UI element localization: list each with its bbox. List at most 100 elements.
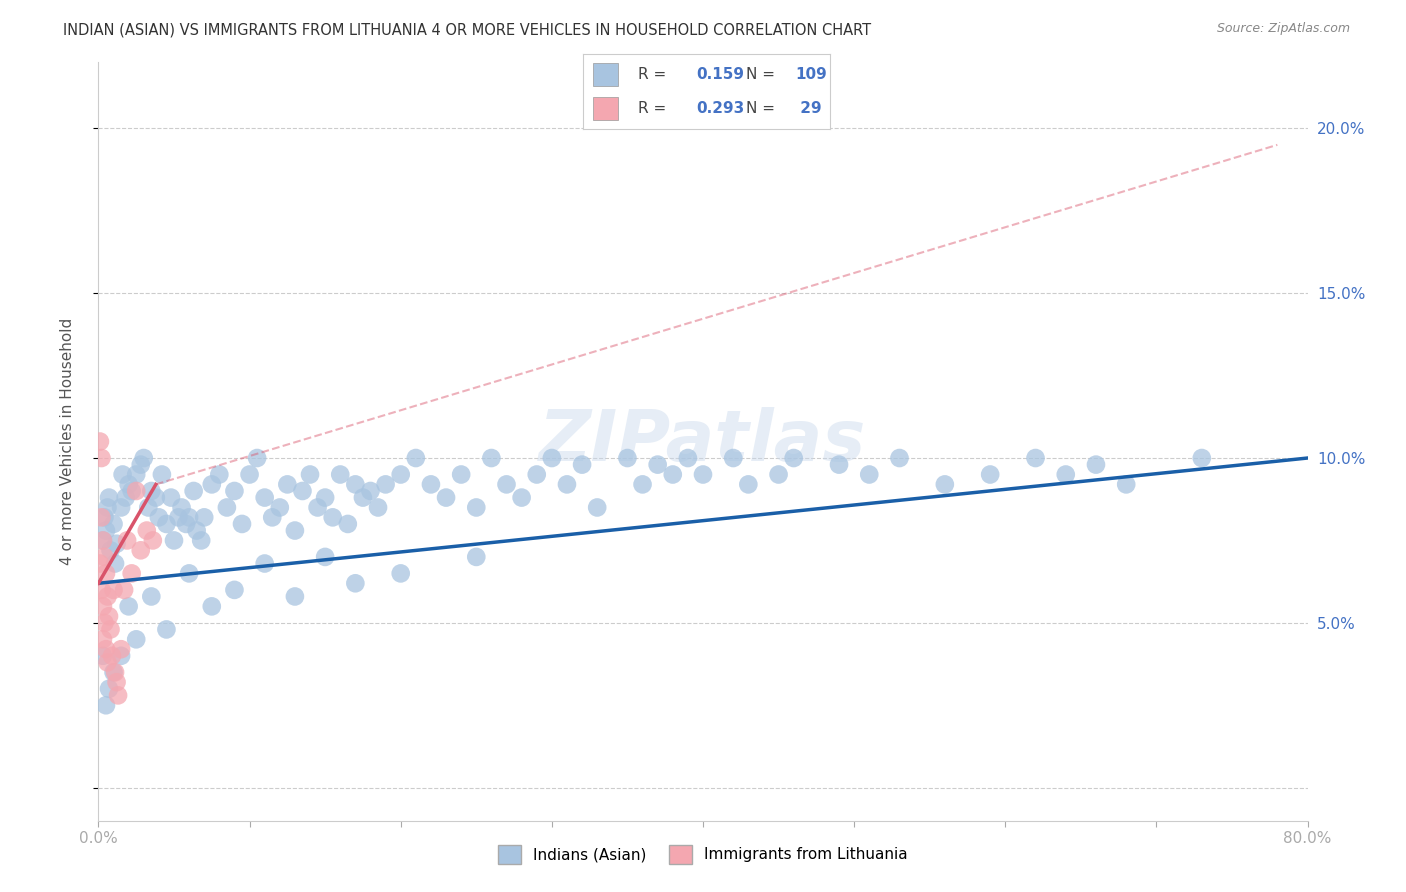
Point bbox=[115, 533, 138, 548]
Point bbox=[98, 609, 121, 624]
Point bbox=[98, 491, 121, 505]
Point bbox=[1191, 450, 1213, 465]
Point bbox=[107, 689, 129, 703]
Point bbox=[322, 510, 344, 524]
Point bbox=[1085, 458, 1108, 472]
Text: Source: ZipAtlas.com: Source: ZipAtlas.com bbox=[1216, 22, 1350, 36]
Point bbox=[352, 491, 374, 505]
Text: R =: R = bbox=[638, 102, 671, 116]
Point bbox=[979, 467, 1001, 482]
Point bbox=[105, 537, 128, 551]
Point bbox=[90, 510, 112, 524]
Point bbox=[934, 477, 956, 491]
Point bbox=[284, 590, 307, 604]
Point bbox=[125, 467, 148, 482]
Point bbox=[93, 615, 115, 630]
Point bbox=[142, 533, 165, 548]
Point bbox=[90, 582, 112, 597]
Point bbox=[450, 467, 472, 482]
Point bbox=[586, 500, 609, 515]
Point bbox=[179, 566, 201, 581]
Point bbox=[125, 483, 148, 498]
Point bbox=[186, 524, 208, 538]
Point bbox=[101, 648, 124, 663]
Point bbox=[284, 524, 307, 538]
Point bbox=[344, 477, 367, 491]
Point bbox=[155, 516, 177, 531]
Point bbox=[150, 467, 173, 482]
Point bbox=[93, 549, 115, 564]
Point bbox=[129, 458, 152, 472]
Point bbox=[104, 557, 127, 571]
Point bbox=[125, 632, 148, 647]
Point bbox=[555, 477, 578, 491]
Point bbox=[111, 467, 134, 482]
Point bbox=[118, 599, 141, 614]
Point bbox=[93, 510, 115, 524]
Point bbox=[91, 599, 114, 614]
Point bbox=[129, 543, 152, 558]
Point bbox=[155, 623, 177, 637]
Text: 109: 109 bbox=[796, 67, 827, 82]
Point bbox=[104, 665, 127, 680]
Point bbox=[224, 582, 246, 597]
Text: 0.293: 0.293 bbox=[697, 102, 745, 116]
Point bbox=[224, 483, 246, 498]
Point bbox=[616, 450, 638, 465]
Point bbox=[112, 582, 135, 597]
Point bbox=[91, 533, 114, 548]
Point bbox=[96, 500, 118, 515]
Point bbox=[510, 491, 533, 505]
Point bbox=[135, 524, 157, 538]
Point bbox=[465, 549, 488, 564]
Point bbox=[889, 450, 911, 465]
Point bbox=[179, 510, 201, 524]
Point bbox=[110, 500, 132, 515]
Point bbox=[103, 516, 125, 531]
Point bbox=[94, 642, 117, 657]
Point bbox=[96, 590, 118, 604]
Point bbox=[231, 516, 253, 531]
Point bbox=[167, 510, 190, 524]
Point bbox=[193, 510, 215, 524]
Point bbox=[100, 543, 122, 558]
Point bbox=[374, 477, 396, 491]
Point bbox=[389, 467, 412, 482]
Point bbox=[145, 491, 167, 505]
Point bbox=[208, 467, 231, 482]
Point bbox=[91, 632, 114, 647]
Point bbox=[96, 656, 118, 670]
Text: ZIPatlas: ZIPatlas bbox=[540, 407, 866, 476]
Text: 0.159: 0.159 bbox=[697, 67, 745, 82]
Text: R =: R = bbox=[638, 67, 671, 82]
Point bbox=[105, 675, 128, 690]
Point bbox=[344, 576, 367, 591]
Point bbox=[299, 467, 322, 482]
Y-axis label: 4 or more Vehicles in Household: 4 or more Vehicles in Household bbox=[60, 318, 75, 566]
Point bbox=[118, 477, 141, 491]
Point bbox=[183, 483, 205, 498]
Point bbox=[91, 533, 114, 548]
Legend: Indians (Asian), Immigrants from Lithuania: Indians (Asian), Immigrants from Lithuan… bbox=[492, 839, 914, 870]
Point bbox=[768, 467, 790, 482]
Point bbox=[269, 500, 291, 515]
Text: INDIAN (ASIAN) VS IMMIGRANTS FROM LITHUANIA 4 OR MORE VEHICLES IN HOUSEHOLD CORR: INDIAN (ASIAN) VS IMMIGRANTS FROM LITHUA… bbox=[63, 22, 872, 37]
Point bbox=[94, 566, 117, 581]
Bar bbox=[593, 97, 619, 120]
Point bbox=[239, 467, 262, 482]
Point bbox=[420, 477, 443, 491]
Point bbox=[329, 467, 352, 482]
Point bbox=[246, 450, 269, 465]
Point bbox=[114, 491, 136, 505]
Text: 29: 29 bbox=[796, 102, 821, 116]
Point bbox=[141, 483, 163, 498]
Point bbox=[98, 681, 121, 696]
Point bbox=[858, 467, 880, 482]
Point bbox=[360, 483, 382, 498]
Point bbox=[215, 500, 238, 515]
Point bbox=[89, 434, 111, 449]
Point bbox=[201, 599, 224, 614]
Point bbox=[90, 450, 112, 465]
Bar bbox=[593, 63, 619, 87]
Point bbox=[253, 557, 276, 571]
